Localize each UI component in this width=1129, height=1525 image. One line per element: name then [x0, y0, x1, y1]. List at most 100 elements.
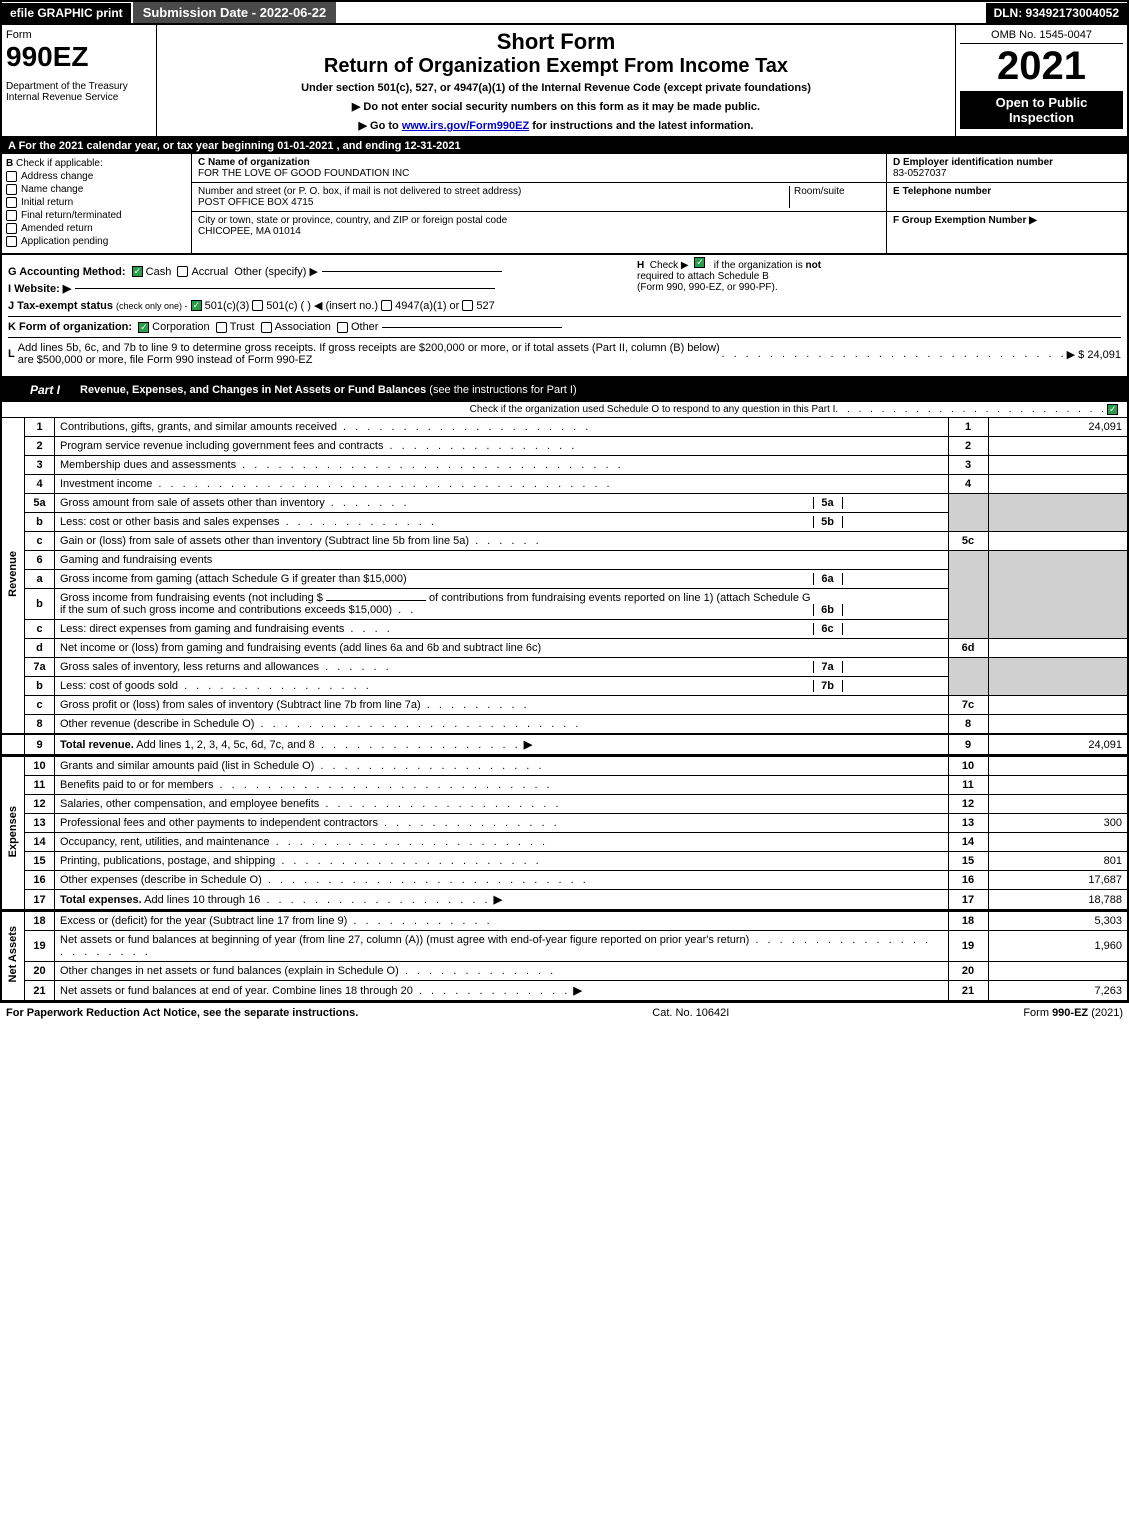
table-row: c Gross profit or (loss) from sales of i… [1, 696, 1128, 715]
table-row: 12 Salaries, other compensation, and emp… [1, 795, 1128, 814]
table-row: 19 Net assets or fund balances at beginn… [1, 931, 1128, 962]
footer-center: Cat. No. 10642I [652, 1007, 729, 1019]
net-assets-side-label: Net Assets [1, 911, 25, 1001]
table-row: Net Assets 18 Excess or (deficit) for th… [1, 911, 1128, 931]
form-label: Form [6, 29, 152, 41]
header-right: OMB No. 1545-0047 2021 Open to Public In… [955, 25, 1127, 136]
527-checkbox[interactable] [462, 300, 473, 311]
form-number: 990EZ [6, 41, 152, 73]
table-row: 3 Membership dues and assessments . . . … [1, 456, 1128, 475]
expenses-side-label: Expenses [1, 756, 25, 910]
dln-label: DLN: 93492173004052 [986, 3, 1127, 23]
trust-checkbox[interactable] [216, 322, 227, 333]
amended-return-checkbox[interactable] [6, 223, 17, 234]
part1-header: Part I Revenue, Expenses, and Changes in… [0, 378, 1129, 402]
instruction-2: ▶ Go to www.irs.gov/Form990EZ for instru… [161, 119, 951, 132]
open-public: Open to Public Inspection [960, 91, 1123, 129]
line-19-value: 1,960 [988, 931, 1128, 962]
501c3-checkbox[interactable] [191, 300, 202, 311]
name-change-checkbox[interactable] [6, 184, 17, 195]
instruction-1: ▶ Do not enter social security numbers o… [161, 100, 951, 113]
calendar-year-row: A For the 2021 calendar year, or tax yea… [0, 138, 1129, 154]
header-section: Form 990EZ Department of the Treasury In… [0, 25, 1129, 138]
table-row: 7a Gross sales of inventory, less return… [1, 658, 1128, 677]
section-b: B Check if applicable: Address change Na… [2, 154, 192, 253]
other-org-checkbox[interactable] [337, 322, 348, 333]
table-row: 11 Benefits paid to or for members . . .… [1, 776, 1128, 795]
corporation-checkbox[interactable] [138, 322, 149, 333]
expenses-table: Expenses 10 Grants and similar amounts p… [0, 755, 1129, 910]
other-specify-input[interactable] [322, 271, 502, 272]
table-row: c Gain or (loss) from sale of assets oth… [1, 532, 1128, 551]
section-def: D Employer identification number 83-0527… [887, 154, 1127, 253]
501c-checkbox[interactable] [252, 300, 263, 311]
footer: For Paperwork Reduction Act Notice, see … [0, 1002, 1129, 1023]
org-name: FOR THE LOVE OF GOOD FOUNDATION INC [198, 168, 409, 179]
table-row: 6 Gaming and fundraising events [1, 551, 1128, 570]
line-21-value: 7,263 [988, 981, 1128, 1002]
line-9-value: 24,091 [988, 734, 1128, 755]
section-g: G Accounting Method: Cash Accrual Other … [8, 265, 1121, 278]
table-row: 14 Occupancy, rent, utilities, and maint… [1, 833, 1128, 852]
table-row: 2 Program service revenue including gove… [1, 437, 1128, 456]
dept-label: Department of the Treasury Internal Reve… [6, 81, 152, 103]
table-row: 16 Other expenses (describe in Schedule … [1, 871, 1128, 890]
line-15-value: 801 [988, 852, 1128, 871]
ein: 83-0527037 [893, 168, 946, 179]
omb-label: OMB No. 1545-0047 [960, 29, 1123, 44]
section-c: C Name of organization FOR THE LOVE OF G… [192, 154, 887, 253]
gross-receipts-amount: ▶ $ 24,091 [1067, 348, 1121, 361]
table-row: 8 Other revenue (describe in Schedule O)… [1, 715, 1128, 735]
initial-return-checkbox[interactable] [6, 197, 17, 208]
schedule-b-checkbox[interactable] [694, 257, 705, 268]
section-k: K Form of organization: Corporation Trus… [8, 321, 1121, 338]
line-13-value: 300 [988, 814, 1128, 833]
line-18-value: 5,303 [988, 911, 1128, 931]
header-left: Form 990EZ Department of the Treasury In… [2, 25, 157, 136]
part1-label: Part I [20, 380, 70, 400]
tax-year: 2021 [960, 44, 1123, 89]
section-i: I Website: ▶ [8, 282, 1121, 295]
address-change-checkbox[interactable] [6, 171, 17, 182]
header-center: Short Form Return of Organization Exempt… [157, 25, 955, 136]
application-pending-checkbox[interactable] [6, 236, 17, 247]
line-16-value: 17,687 [988, 871, 1128, 890]
section-j: J Tax-exempt status (check only one) - 5… [8, 299, 1121, 317]
info-section: B Check if applicable: Address change Na… [0, 154, 1129, 255]
website-input[interactable] [75, 288, 495, 289]
4947-checkbox[interactable] [381, 300, 392, 311]
line-1-value: 24,091 [988, 418, 1128, 437]
footer-left: For Paperwork Reduction Act Notice, see … [6, 1007, 358, 1019]
line-17-value: 18,788 [988, 890, 1128, 910]
cash-checkbox[interactable] [132, 266, 143, 277]
org-street: POST OFFICE BOX 4715 [198, 197, 313, 208]
table-row: d Net income or (loss) from gaming and f… [1, 639, 1128, 658]
table-row: Expenses 10 Grants and similar amounts p… [1, 756, 1128, 776]
association-checkbox[interactable] [261, 322, 272, 333]
meta-section: G Accounting Method: Cash Accrual Other … [0, 255, 1129, 378]
revenue-side-label: Revenue [1, 418, 25, 735]
submission-date: Submission Date - 2022-06-22 [133, 2, 337, 23]
section-l: L Add lines 5b, 6c, and 7b to line 9 to … [8, 342, 1121, 366]
table-row: 13 Professional fees and other payments … [1, 814, 1128, 833]
net-assets-table: Net Assets 18 Excess or (deficit) for th… [0, 910, 1129, 1002]
final-return-checkbox[interactable] [6, 210, 17, 221]
table-row: 17 Total expenses. Add lines 10 through … [1, 890, 1128, 910]
revenue-table: Revenue 1 Contributions, gifts, grants, … [0, 417, 1129, 755]
table-row: 15 Printing, publications, postage, and … [1, 852, 1128, 871]
part1-check-row: Check if the organization used Schedule … [0, 402, 1129, 417]
table-row: Revenue 1 Contributions, gifts, grants, … [1, 418, 1128, 437]
return-title: Return of Organization Exempt From Incom… [161, 55, 951, 78]
table-row: 4 Investment income . . . . . . . . . . … [1, 475, 1128, 494]
section-h: H Check ▶ if the organization is not req… [637, 257, 927, 293]
table-row: 20 Other changes in net assets or fund b… [1, 962, 1128, 981]
table-row: 5a Gross amount from sale of assets othe… [1, 494, 1128, 513]
footer-right: Form 990-EZ (2021) [1023, 1007, 1123, 1019]
table-row: 21 Net assets or fund balances at end of… [1, 981, 1128, 1002]
efile-label[interactable]: efile GRAPHIC print [2, 3, 131, 23]
accrual-checkbox[interactable] [177, 266, 188, 277]
irs-link[interactable]: www.irs.gov/Form990EZ [402, 120, 529, 132]
schedule-o-checkbox[interactable] [1107, 404, 1118, 415]
top-bar: efile GRAPHIC print Submission Date - 20… [0, 0, 1129, 25]
org-city: CHICOPEE, MA 01014 [198, 226, 301, 237]
